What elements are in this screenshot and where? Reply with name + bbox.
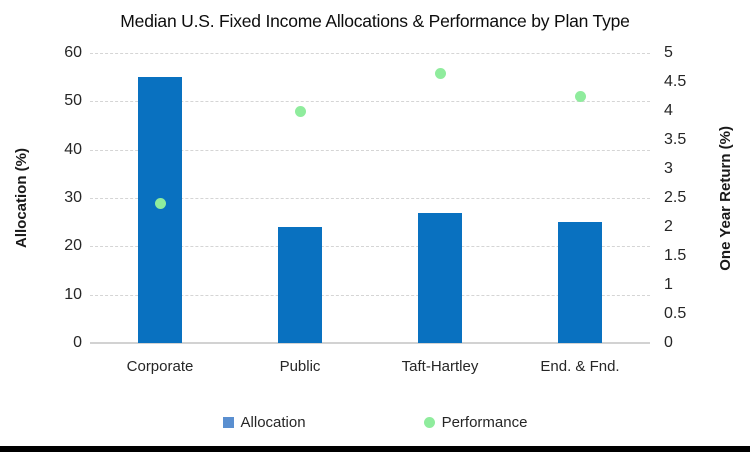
legend-item-performance: Performance — [423, 414, 528, 431]
legend-label-allocation: Allocation — [240, 414, 306, 431]
bar-end-fnd — [558, 222, 602, 343]
left-axis-tick-60: 60 — [64, 44, 82, 61]
gridline-60 — [90, 53, 650, 54]
right-axis-ticks: 0 0.5 1 1.5 2 2.5 3 3.5 4 4.5 5 — [664, 45, 712, 351]
right-axis-tick-1: 1 — [664, 276, 673, 293]
legend: Allocation Performance — [0, 414, 750, 431]
gridline-30 — [90, 198, 650, 199]
right-axis-tick-4-5: 4.5 — [664, 73, 687, 90]
left-axis-tick-0: 0 — [73, 334, 82, 351]
right-axis-title: One Year Return (%) — [716, 125, 734, 271]
point-end-fnd — [574, 91, 586, 102]
left-axis-title: Allocation (%) — [12, 148, 30, 248]
right-axis-tick-0-5: 0.5 — [664, 305, 687, 322]
gridline-40 — [90, 149, 650, 151]
bar-public — [278, 227, 322, 343]
legend-label-performance: Performance — [441, 414, 528, 431]
right-axis-tick-5: 5 — [664, 44, 673, 61]
chart-title: Median U.S. Fixed Income Allocations & P… — [120, 11, 630, 31]
bar-corporate — [138, 77, 182, 343]
category-label-taft-hartley: Taft-Hartley — [401, 358, 479, 375]
left-axis-ticks: 0 10 20 30 40 50 60 — [34, 45, 82, 351]
right-axis-tick-3-5: 3.5 — [664, 131, 687, 148]
right-axis-title-wrap: One Year Return (%) — [712, 53, 738, 343]
bar-taft-hartley — [418, 212, 462, 343]
category-label-corporate: Corporate — [126, 358, 194, 375]
gridline-20 — [90, 246, 650, 248]
left-axis-tick-10: 10 — [64, 285, 82, 303]
point-taft-hartley — [434, 67, 446, 79]
legend-item-allocation: Allocation — [222, 414, 306, 431]
point-public — [294, 105, 306, 117]
left-axis-tick-40: 40 — [64, 140, 82, 158]
bottom-divider-rule — [0, 446, 750, 452]
left-axis-tick-50: 50 — [64, 92, 82, 110]
left-axis-tick-30: 30 — [64, 189, 82, 206]
legend-marker-square-icon — [222, 417, 234, 428]
left-axis-title-wrap: Allocation (%) — [8, 53, 34, 343]
right-axis-tick-1-5: 1.5 — [664, 247, 687, 264]
category-label-public: Public — [279, 358, 321, 375]
x-axis-line — [90, 342, 650, 344]
right-axis-tick-3: 3 — [664, 160, 673, 177]
x-axis-category-labels: Corporate Public Taft-Hartley End. & Fnd. — [90, 358, 650, 378]
gridline-50 — [90, 101, 650, 103]
gridline-10 — [90, 294, 650, 296]
right-axis-tick-2: 2 — [664, 218, 673, 235]
right-axis-tick-0: 0 — [664, 334, 673, 351]
left-axis-tick-20: 20 — [64, 237, 82, 255]
right-axis-tick-4: 4 — [664, 102, 673, 119]
right-axis-tick-2-5: 2.5 — [664, 189, 687, 206]
plot-area — [90, 53, 650, 344]
category-label-end-fnd: End. & Fnd. — [540, 358, 620, 375]
point-corporate — [154, 198, 166, 210]
legend-marker-circle-icon — [423, 417, 435, 428]
